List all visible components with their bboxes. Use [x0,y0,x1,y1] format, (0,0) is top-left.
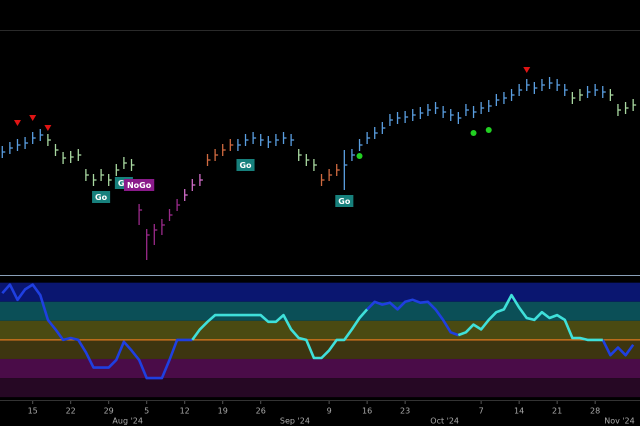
signal-dot [470,130,477,136]
osc-band [0,378,640,398]
signal-dot [485,127,492,133]
osc-band [0,320,640,340]
x-tick-label: 28 [590,407,600,416]
osc-band [0,358,640,379]
signal-triangle [13,120,21,126]
annotation-box [92,191,111,203]
oscillator-line [1,283,635,380]
annotation-box [236,159,255,171]
osc-band [0,282,640,302]
x-tick-label: 22 [66,407,76,416]
annotation-label: Go [338,197,351,206]
x-tick-label: 19 [218,407,228,416]
x-axis: 15 22 29 5 12 19 26 9 16 23 7 14 21 28 Aug '24 Sep '24 O… [28,401,635,426]
month-label: Sep '24 [280,417,310,426]
annotation-box [123,179,155,191]
x-tick-label: 5 [144,407,149,416]
osc-band [0,301,640,321]
month-label: Oct '24 [430,417,459,426]
x-tick-label: 21 [552,407,562,416]
oscillator-line [191,293,603,360]
x-tick-label: 15 [28,407,38,416]
x-tick-label: 14 [514,407,524,416]
signal-triangle [44,125,52,131]
x-tick-label: 7 [479,407,484,416]
signal-dot [356,153,363,159]
month-label: Nov '24 [604,417,635,426]
annotation-box [335,195,354,207]
x-tick-label: 16 [362,407,372,416]
annotation-label: NoGo [127,181,152,190]
annotation-label: Go [239,161,252,170]
x-tick-label: 23 [400,407,410,416]
x-tick-label: 26 [256,407,266,416]
oscillator-panel [0,282,640,398]
x-tick-label: 9 [327,407,332,416]
annotation-label: Go [95,193,108,202]
signal-triangle [29,115,37,121]
osc-band [0,339,640,359]
x-tick-label: 29 [104,407,114,416]
x-tick-label: 12 [180,407,190,416]
month-label: Aug '24 [112,417,143,426]
signal-triangle [523,67,531,73]
